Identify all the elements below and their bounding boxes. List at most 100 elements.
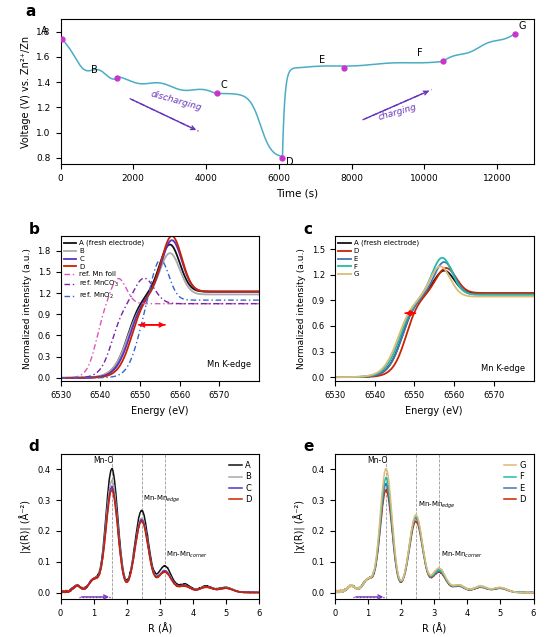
ref. MnO$_2$ [92, 374, 99, 382]
D [251, 589, 257, 596]
Line: G: G [335, 469, 534, 592]
D [383, 485, 390, 493]
A [109, 464, 116, 472]
A (fresh electrode) [481, 290, 488, 297]
G [421, 286, 428, 294]
D [108, 487, 115, 494]
B [92, 373, 99, 380]
G [332, 589, 338, 596]
ref. MnO$_2$ [256, 296, 262, 304]
A (fresh electrode) [175, 254, 182, 262]
F [530, 290, 537, 298]
G [522, 589, 529, 596]
Line: B: B [60, 253, 259, 378]
Line: E: E [335, 262, 534, 377]
A [108, 466, 115, 473]
C [147, 287, 153, 295]
ref. Mn foil [175, 300, 182, 308]
Legend: A (fresh electrode), B, C, D, ref. Mn foil, ref. MnCO$_3$, ref. MnO$_2$: A (fresh electrode), B, C, D, ref. Mn fo… [63, 239, 146, 303]
E [449, 582, 455, 590]
E [383, 480, 389, 488]
C [57, 374, 64, 382]
A (fresh electrode) [367, 373, 373, 380]
Text: discharging: discharging [150, 89, 203, 113]
D [147, 559, 154, 567]
A (fresh electrode) [147, 285, 153, 292]
Text: Mn-O: Mn-O [367, 455, 388, 464]
D [190, 586, 197, 594]
D [421, 292, 428, 299]
ref. MnCO$_3$ [108, 339, 115, 347]
D [147, 288, 153, 296]
Line: ref. Mn foil: ref. Mn foil [60, 278, 259, 378]
Line: G: G [335, 266, 534, 377]
C [190, 283, 197, 290]
G [383, 465, 389, 473]
E [465, 585, 471, 593]
B [167, 249, 173, 257]
Text: Mn-Mn$_{corner}$: Mn-Mn$_{corner}$ [167, 550, 208, 560]
ref. MnCO$_3$ [190, 300, 197, 308]
Line: F: F [335, 258, 534, 377]
G [481, 293, 488, 301]
X-axis label: Energy (eV): Energy (eV) [131, 406, 189, 416]
D [367, 573, 373, 580]
E [367, 373, 373, 380]
B [256, 589, 262, 596]
E [481, 584, 488, 592]
A (fresh electrode) [256, 288, 262, 296]
ref. Mn foil [108, 285, 115, 292]
Line: D: D [60, 236, 259, 378]
D [190, 283, 197, 290]
F [481, 290, 488, 298]
E [383, 366, 389, 373]
B [175, 261, 182, 269]
Text: Mn K-edge: Mn K-edge [481, 364, 526, 373]
F [367, 372, 373, 380]
D [422, 559, 428, 566]
B [57, 374, 64, 382]
E [481, 291, 488, 299]
D [465, 585, 471, 592]
Legend: A, B, C, D: A, B, C, D [226, 458, 255, 507]
D [169, 232, 175, 240]
D [383, 487, 389, 494]
E [441, 258, 448, 266]
C [175, 582, 182, 590]
A [175, 581, 182, 589]
B [147, 289, 153, 296]
F [383, 362, 389, 370]
F [383, 475, 390, 483]
ref. MnCO$_3$ [141, 275, 147, 282]
ref. MnCO$_3$ [92, 369, 99, 377]
G [367, 371, 373, 379]
D [332, 373, 338, 381]
Legend: A (fresh electrode), D, E, F, G: A (fresh electrode), D, E, F, G [337, 239, 420, 279]
Text: F: F [417, 48, 423, 58]
F [530, 589, 537, 596]
D [57, 587, 64, 595]
D [109, 486, 116, 494]
B [108, 366, 115, 373]
A (fresh electrode) [441, 267, 448, 275]
C [256, 288, 262, 296]
Text: Mn-Mn$_{corner}$: Mn-Mn$_{corner}$ [441, 550, 482, 560]
G [383, 361, 389, 368]
C [108, 483, 115, 491]
F [367, 573, 373, 581]
A (fresh electrode) [465, 289, 471, 296]
E [367, 574, 373, 582]
ref. MnO$_2$ [108, 373, 115, 381]
C [57, 589, 64, 596]
D [528, 589, 535, 596]
E [530, 291, 537, 299]
Text: b: b [29, 222, 40, 236]
ref. MnO$_2$ [175, 291, 182, 299]
D [530, 589, 537, 596]
A (fresh electrode) [207, 288, 214, 296]
G [422, 555, 428, 563]
C [190, 585, 197, 593]
B [190, 585, 197, 593]
C [207, 584, 214, 592]
A (fresh electrode) [383, 366, 389, 373]
